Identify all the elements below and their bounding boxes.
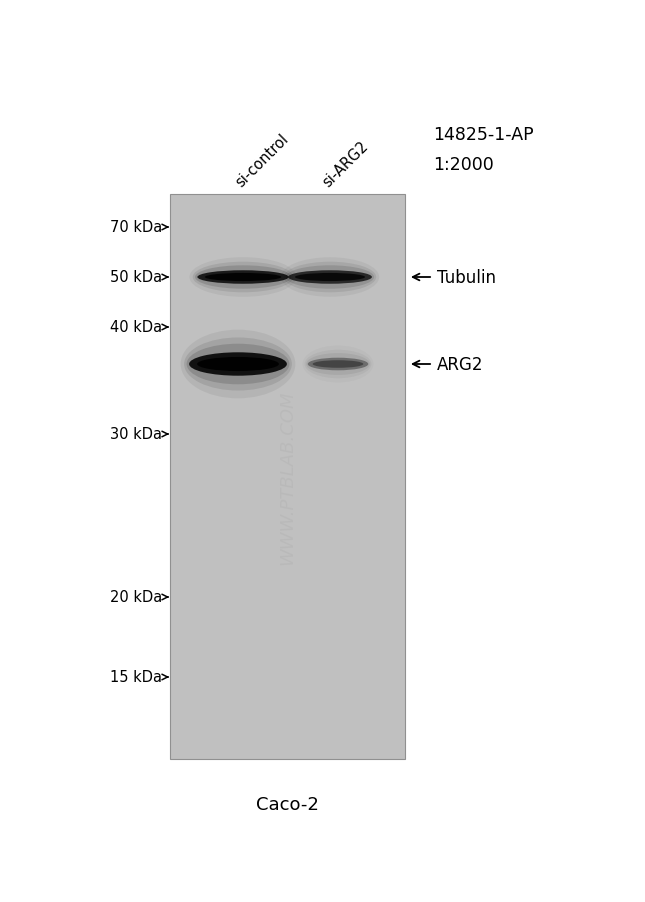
Text: 50 kDa: 50 kDa — [110, 271, 162, 285]
Ellipse shape — [193, 262, 293, 293]
Text: 15 kDa: 15 kDa — [110, 670, 162, 685]
Ellipse shape — [308, 358, 368, 371]
Ellipse shape — [186, 345, 290, 385]
Ellipse shape — [288, 271, 372, 284]
Ellipse shape — [284, 262, 376, 293]
Ellipse shape — [189, 353, 287, 376]
Ellipse shape — [197, 357, 279, 372]
Ellipse shape — [295, 273, 365, 281]
Ellipse shape — [197, 271, 288, 284]
Bar — [170, 195, 405, 759]
Ellipse shape — [313, 361, 363, 368]
Ellipse shape — [205, 273, 281, 281]
Ellipse shape — [195, 266, 291, 290]
Text: Caco-2: Caco-2 — [256, 796, 319, 813]
Text: ARG2: ARG2 — [437, 355, 484, 373]
Text: si-control: si-control — [232, 131, 291, 189]
Text: 14825-1-AP: 14825-1-AP — [433, 126, 533, 143]
Text: 70 kDa: 70 kDa — [110, 220, 162, 235]
Ellipse shape — [184, 338, 292, 391]
Ellipse shape — [190, 258, 297, 298]
Ellipse shape — [181, 330, 295, 399]
Ellipse shape — [286, 266, 374, 290]
Text: 20 kDa: 20 kDa — [110, 590, 162, 605]
Text: si-ARG2: si-ARG2 — [319, 138, 371, 189]
Text: 1:2000: 1:2000 — [433, 156, 494, 174]
Text: 30 kDa: 30 kDa — [110, 427, 162, 442]
Text: WWW.PTBLAB.COM: WWW.PTBLAB.COM — [279, 390, 297, 564]
Text: 40 kDa: 40 kDa — [110, 320, 162, 336]
Ellipse shape — [306, 354, 370, 375]
Text: Tubulin: Tubulin — [437, 269, 496, 287]
